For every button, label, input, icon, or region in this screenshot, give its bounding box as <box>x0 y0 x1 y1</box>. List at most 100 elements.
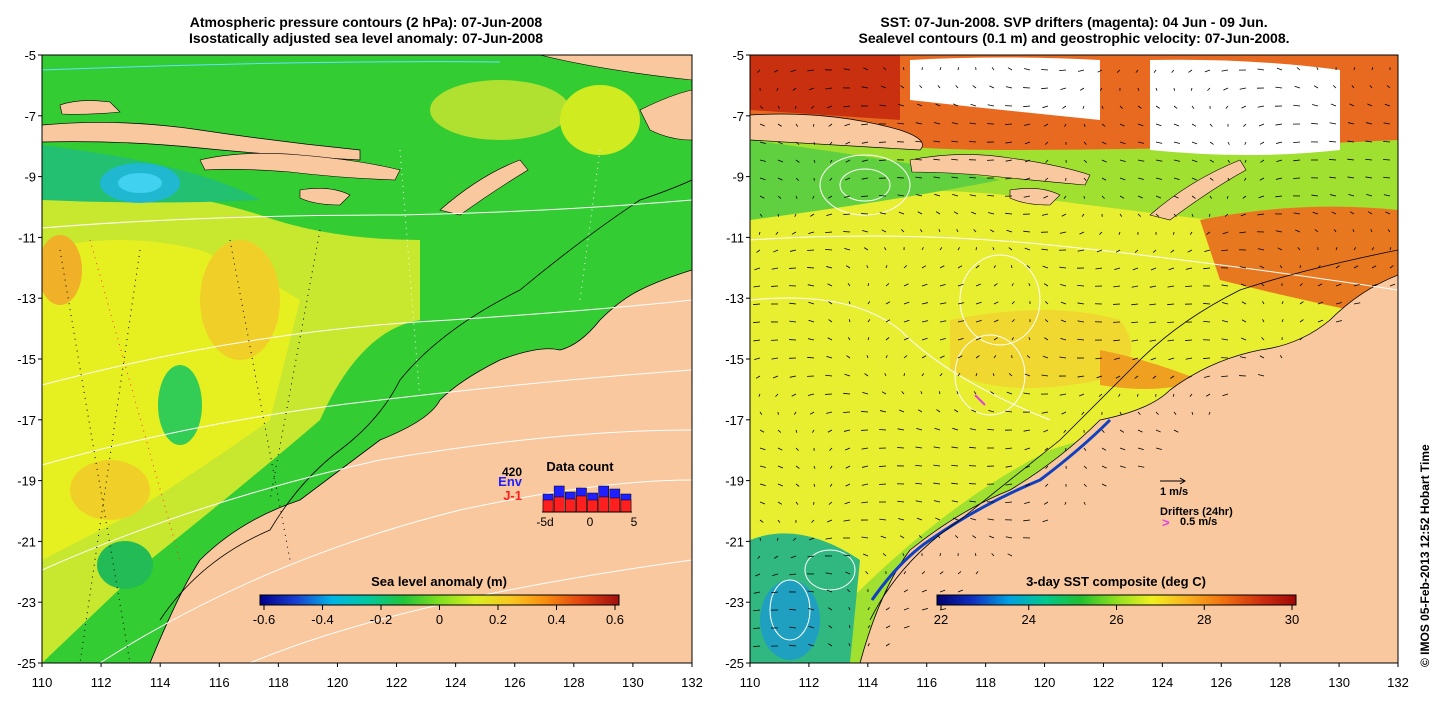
velocity-arrow <box>1383 140 1391 143</box>
velocity-arrow <box>1222 393 1229 397</box>
velocity-arrow <box>1241 301 1247 305</box>
sla-colorbar-bar <box>259 594 620 606</box>
velocity-arrow <box>1134 375 1139 379</box>
velocity-arrow <box>1065 447 1067 451</box>
velocity-arrow <box>969 176 977 179</box>
velocity-arrow <box>826 266 833 269</box>
velocity-arrow <box>1241 319 1247 323</box>
velocity-arrow <box>1025 159 1031 163</box>
velocity-arrow <box>1028 337 1031 341</box>
velocity-arrow <box>1043 501 1049 505</box>
velocity-arrow <box>1008 373 1013 377</box>
velocity-arrow <box>993 319 999 323</box>
velocity-arrow <box>825 249 833 251</box>
velocity-arrow <box>988 409 995 413</box>
velocity-arrow <box>1155 195 1162 199</box>
velocity-arrow <box>975 571 979 575</box>
sst-green-north <box>750 140 1000 220</box>
velocity-arrow <box>1137 87 1140 91</box>
right-title-line2: Sealevel contours (0.1 m) and geostrophi… <box>858 30 1290 46</box>
right-ytick-label: -21 <box>725 534 744 549</box>
right-ytick-label: -17 <box>725 413 744 428</box>
velocity-arrow <box>1043 283 1049 287</box>
velocity-arrow <box>1007 553 1013 557</box>
velocity-arrow <box>808 625 815 629</box>
velocity-arrow <box>826 355 833 359</box>
velocity-arrow <box>939 571 944 575</box>
velocity-arrow <box>917 211 923 215</box>
velocity-arrow <box>1131 339 1139 342</box>
velocity-arrow <box>1045 483 1049 487</box>
velocity-arrow <box>808 87 815 91</box>
velocity-arrow <box>951 122 959 125</box>
right-sumba <box>1009 188 1061 206</box>
credit-container: © IMOS 05-Feb-2013 12:52 Hobart Time <box>1418 444 1432 667</box>
velocity-arrow <box>828 501 833 505</box>
left-xtick-label: 126 <box>504 675 526 690</box>
velocity-arrow <box>772 375 779 379</box>
velocity-arrow <box>867 301 871 305</box>
velocity-arrow <box>921 355 927 359</box>
velocity-arrow <box>1262 319 1265 323</box>
velocity-arrow <box>885 625 891 629</box>
velocity-arrow <box>1206 231 1211 235</box>
inset-max-label: 420 <box>502 465 522 479</box>
inset-series-env: Env <box>498 474 523 489</box>
velocity-arrow <box>1060 337 1067 341</box>
velocity-arrow <box>939 320 947 323</box>
velocity-arrow <box>777 159 784 163</box>
velocity-arrow <box>915 464 923 467</box>
pressure-contour-6 <box>249 559 692 663</box>
velocity-arrow <box>1224 213 1229 217</box>
velocity-arrow <box>777 123 782 127</box>
velocity-arrow <box>847 283 851 287</box>
velocity-arrow <box>879 104 887 107</box>
velocity-arrow <box>902 553 905 557</box>
velocity-arrow <box>789 375 797 378</box>
velocity-arrow <box>921 373 925 377</box>
velocity-arrow <box>1081 411 1085 415</box>
velocity-arrow <box>1079 231 1085 235</box>
velocity-arrow <box>1150 357 1157 361</box>
velocity-arrow <box>1317 319 1324 323</box>
velocity-arrow <box>971 211 977 215</box>
velocity-arrow <box>1365 176 1373 179</box>
velocity-arrow <box>795 447 799 451</box>
velocity-arrow <box>808 608 815 611</box>
velocity-arrow <box>1024 447 1031 451</box>
velocity-arrow <box>1281 301 1284 305</box>
velocity-arrow <box>898 409 905 413</box>
velocity-arrow <box>1101 105 1104 109</box>
velocity-arrow <box>898 103 905 107</box>
left-xtick-label: 110 <box>32 675 53 690</box>
velocity-arrow <box>808 231 815 234</box>
velocity-arrow <box>1026 355 1031 359</box>
velocity-arrow <box>933 482 941 485</box>
velocity-arrow <box>885 607 890 611</box>
left-xtick-label: 130 <box>622 675 644 690</box>
velocity-arrow <box>903 301 910 305</box>
inset-xtick-end: 5 <box>631 515 638 529</box>
velocity-arrow <box>844 248 851 251</box>
velocity-arrow <box>827 337 833 341</box>
velocity-arrow <box>1259 355 1265 359</box>
right-ytick-label: -23 <box>725 595 744 610</box>
velocity-arrow <box>1365 158 1373 161</box>
velocity-arrow <box>921 589 927 593</box>
velocity-arrow <box>845 465 851 469</box>
velocity-arrow <box>1005 177 1013 180</box>
velocity-arrow <box>1351 85 1355 89</box>
velocity-arrow <box>753 645 761 648</box>
velocity-arrow <box>1185 339 1193 341</box>
velocity-arrow <box>1060 284 1067 287</box>
velocity-arrow <box>953 103 959 107</box>
velocity-arrow <box>1064 123 1067 127</box>
velocity-arrow <box>777 141 783 145</box>
velocity-arrow <box>1261 337 1265 341</box>
velocity-arrow <box>758 393 761 397</box>
velocity-arrow <box>862 230 869 233</box>
velocity-arrow <box>1005 123 1013 125</box>
right-timor <box>1149 159 1247 221</box>
velocity-arrow <box>1045 465 1049 469</box>
